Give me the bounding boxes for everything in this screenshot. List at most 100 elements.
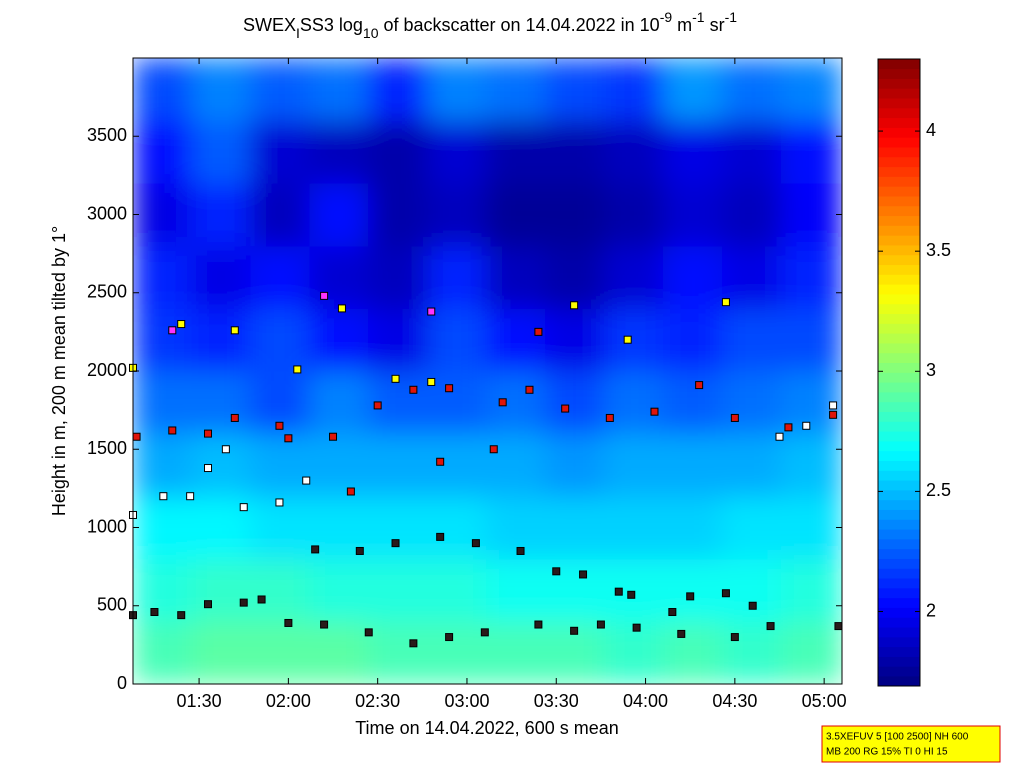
heatmap (133, 58, 842, 684)
colorbar-step (878, 313, 920, 324)
heat-cell (368, 120, 429, 184)
colorbar-step (878, 352, 920, 364)
x-tick-label: 05:00 (802, 691, 847, 711)
heat-cell (309, 558, 370, 622)
marker (150, 608, 159, 617)
heat-cell (780, 307, 842, 372)
heat-cell (191, 620, 252, 684)
heat-cell (545, 307, 605, 372)
heat-cell (368, 620, 429, 684)
marker (427, 307, 436, 316)
heat-cell (486, 120, 547, 184)
marker (275, 421, 284, 430)
colorbar-step (878, 117, 920, 128)
colorbar-step (878, 528, 920, 540)
marker (695, 381, 704, 390)
colorbar-step (878, 568, 920, 579)
marker (337, 304, 346, 313)
title-part: SWEX (243, 15, 296, 35)
colorbar-step (878, 499, 920, 510)
heat-cell (133, 370, 193, 435)
marker (168, 326, 177, 335)
heat-cell (427, 558, 488, 622)
heat-cell (721, 558, 782, 622)
title-part: I (296, 25, 300, 41)
heat-cell (780, 245, 842, 309)
heat-cell (721, 58, 782, 122)
marker (525, 385, 534, 394)
marker (516, 546, 525, 555)
colorbar-step (878, 195, 920, 207)
heat-cell (368, 245, 429, 309)
markers (129, 291, 843, 648)
marker (471, 539, 480, 548)
heat-cell (191, 558, 252, 622)
axes: 0 500 1000 1500 2000 2500 3000 3500 01:30 02:00 02… (87, 57, 951, 711)
marker (498, 398, 507, 407)
heat-cell (427, 620, 488, 684)
title-part: SS3 log (300, 15, 363, 35)
colorbar-step (878, 215, 920, 226)
heat-cell (191, 58, 252, 122)
colorbar-step (878, 401, 920, 412)
marker (239, 598, 248, 607)
heat-cell (603, 495, 664, 560)
marker (579, 570, 588, 579)
heat-cell (191, 370, 252, 435)
colorbar-step (878, 636, 920, 648)
marker (721, 589, 730, 598)
heat-cell (191, 245, 252, 309)
heat-cell (427, 433, 488, 497)
marker (445, 633, 454, 642)
colorbar-step (878, 421, 920, 432)
title-part: -1 (725, 9, 738, 25)
colorbar-step (878, 342, 920, 354)
colorbar-step (878, 626, 920, 638)
heat-cell (603, 433, 664, 497)
colorbar-step (878, 97, 920, 109)
marker (168, 426, 177, 435)
marker (534, 327, 543, 336)
marker (632, 623, 641, 632)
colorbar-frame (877, 58, 921, 687)
heat-cell (368, 58, 429, 122)
y-tick-label: 3500 (87, 125, 127, 145)
colorbar-step (878, 489, 920, 501)
marker (284, 618, 293, 627)
heat-cell (662, 370, 723, 435)
y-tick-label: 2000 (87, 360, 127, 380)
heat-cell (603, 370, 664, 435)
heat-cell (133, 120, 193, 184)
marker (177, 320, 186, 329)
colorbar-step (878, 186, 920, 197)
heat-cell (133, 58, 193, 122)
heat-cell (191, 307, 252, 372)
colorbar-step (878, 137, 920, 148)
heat-cell (250, 307, 311, 372)
marker (650, 407, 659, 416)
heat-cell (662, 495, 723, 560)
y-axis-label: Height in m, 200 m mean tilted by 1° (49, 226, 69, 516)
marker (293, 365, 302, 374)
colorbar-step (878, 430, 920, 442)
heat-cell (662, 182, 723, 247)
marker (534, 620, 543, 629)
marker (364, 628, 373, 637)
marker (614, 587, 623, 596)
colorbar-step (878, 479, 920, 491)
colorbar-tick-label: 4 (926, 120, 936, 140)
heat-cell (309, 182, 370, 247)
heat-cell (780, 620, 842, 684)
marker (409, 385, 418, 394)
colorbar-step (878, 58, 920, 70)
marker (436, 532, 445, 541)
title-part: m (672, 15, 692, 35)
colorbar-step (878, 264, 920, 275)
marker (480, 628, 489, 637)
heat-cell (250, 433, 311, 497)
y-tick-label: 1500 (87, 438, 127, 458)
heat-cell (133, 182, 193, 247)
colorbar-step (878, 156, 920, 168)
colorbar-step (878, 548, 920, 559)
heat-cell (545, 495, 605, 560)
